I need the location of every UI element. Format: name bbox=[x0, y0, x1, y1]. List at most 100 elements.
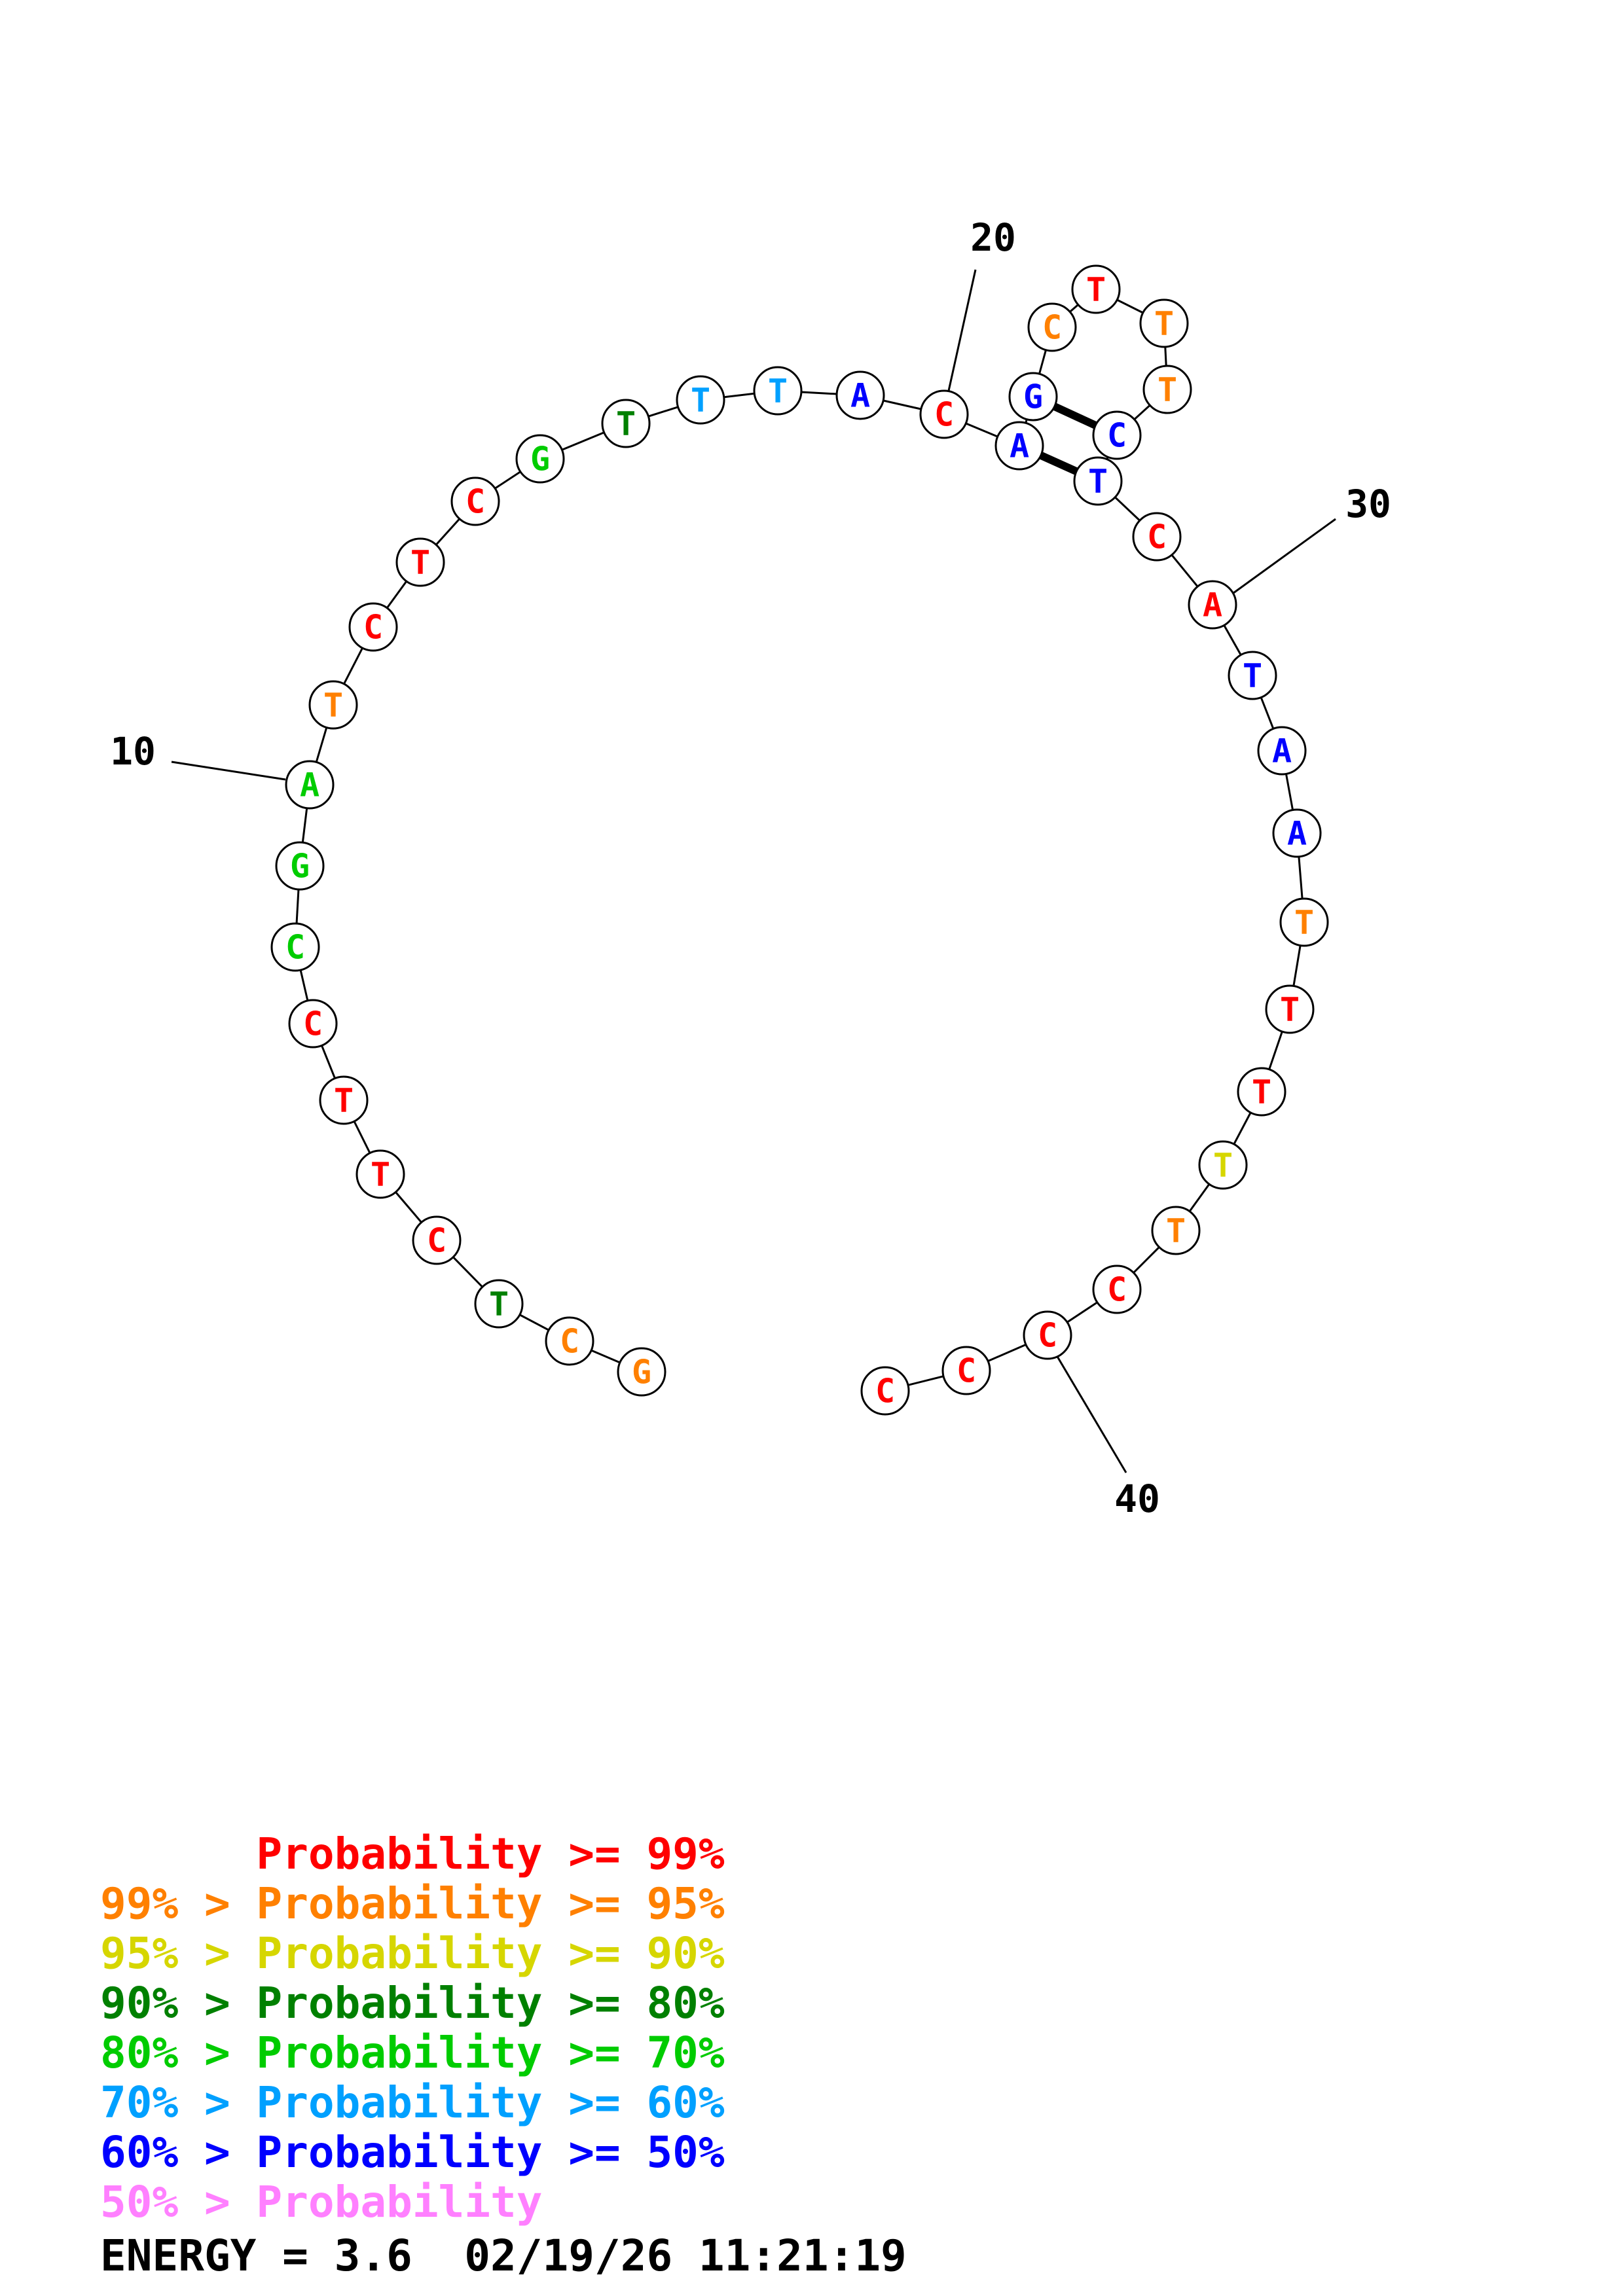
nucleotide-circle bbox=[1023, 1310, 1072, 1360]
position-leader-line bbox=[171, 761, 286, 781]
nucleotide-circle bbox=[1092, 410, 1142, 460]
nucleotide-circle bbox=[356, 1149, 405, 1199]
nucleotide-base: C bbox=[1107, 1271, 1127, 1309]
nucleotide-8: C bbox=[270, 922, 320, 972]
nucleotide-base: T bbox=[410, 544, 430, 582]
nucleotide-base: A bbox=[850, 377, 870, 415]
nucleotide-16: T bbox=[601, 399, 651, 448]
nucleotide-circle bbox=[545, 1316, 594, 1366]
nucleotide-34: T bbox=[1279, 897, 1329, 947]
nucleotide-circle bbox=[1272, 808, 1322, 858]
nucleotide-base: G bbox=[1023, 378, 1043, 416]
nucleotide-circle bbox=[919, 389, 969, 439]
nucleotide-base: C bbox=[303, 1005, 323, 1043]
position-leader-line bbox=[947, 269, 977, 391]
nucleotide-base: C bbox=[285, 929, 305, 967]
nucleotide-17: T bbox=[676, 375, 725, 425]
nucleotide-29: C bbox=[1132, 512, 1182, 562]
nucleotide-base: T bbox=[323, 687, 343, 725]
nucleotide-base: T bbox=[1252, 1073, 1271, 1111]
nucleotide-base: T bbox=[334, 1082, 354, 1120]
nucleotide-base: A bbox=[1272, 732, 1292, 770]
nucleotide-30: A bbox=[1188, 580, 1237, 630]
nucleotide-37: T bbox=[1198, 1140, 1248, 1190]
nucleotide-base: T bbox=[616, 405, 636, 443]
nucleotide-7: C bbox=[288, 999, 338, 1049]
nucleotide-circle bbox=[676, 375, 725, 425]
nucleotide-circle bbox=[1092, 1265, 1142, 1314]
nucleotide-base: T bbox=[371, 1156, 390, 1194]
nucleotide-41: C bbox=[941, 1346, 991, 1395]
nucleotide-base: T bbox=[1294, 904, 1314, 942]
nucleotide-25: T bbox=[1139, 298, 1189, 348]
nucleotide-circle bbox=[1008, 372, 1058, 422]
nucleotide-6: T bbox=[319, 1075, 369, 1125]
nucleotide-circle bbox=[941, 1346, 991, 1395]
nucleotide-base: C bbox=[957, 1352, 976, 1390]
nucleotide-31: T bbox=[1228, 651, 1277, 700]
nucleotide-4: C bbox=[412, 1215, 462, 1265]
nucleotide-42: C bbox=[860, 1366, 910, 1416]
nucleotide-circle bbox=[1257, 726, 1307, 776]
nucleotide-2: C bbox=[545, 1316, 594, 1366]
nucleotide-base: T bbox=[1280, 991, 1300, 1029]
nucleotide-circle bbox=[275, 841, 325, 891]
nucleotide-base: T bbox=[1086, 271, 1106, 309]
nucleotide-circle bbox=[450, 476, 500, 526]
nucleotide-circle bbox=[1139, 298, 1189, 348]
nucleotide-base: T bbox=[1158, 371, 1177, 409]
nucleotide-18: T bbox=[753, 366, 803, 416]
nucleotide-36: T bbox=[1237, 1067, 1286, 1117]
legend-row-lt50: 50% > Probability bbox=[100, 2177, 543, 2227]
nucleotide-base: C bbox=[560, 1323, 579, 1361]
position-label: 40 bbox=[1114, 1477, 1160, 1521]
nucleotide-circle bbox=[395, 537, 445, 587]
nucleotide-13: T bbox=[395, 537, 445, 587]
legend-row-p95: 99% > Probability >= 95% bbox=[100, 1878, 725, 1929]
nucleotide-circle bbox=[319, 1075, 369, 1125]
nucleotide-circle bbox=[1188, 580, 1237, 630]
nucleotide-circle bbox=[474, 1279, 524, 1329]
nucleotide-39: C bbox=[1092, 1265, 1142, 1314]
nucleotide-26: T bbox=[1142, 365, 1192, 414]
nucleotide-14: C bbox=[450, 476, 500, 526]
nucleotide-circle bbox=[1228, 651, 1277, 700]
position-leader-line bbox=[1055, 1355, 1127, 1473]
nucleotide-circle bbox=[1073, 456, 1123, 506]
position-label: 30 bbox=[1345, 482, 1391, 526]
nucleotide-22: G bbox=[1008, 372, 1058, 422]
nucleotide-base: C bbox=[465, 483, 485, 521]
nucleotide-12: C bbox=[348, 602, 398, 652]
nucleotide-10: A bbox=[285, 760, 335, 810]
nucleotide-base: G bbox=[530, 440, 550, 478]
legend-row-p70: 80% > Probability >= 70% bbox=[100, 2028, 725, 2078]
nucleotide-circle bbox=[617, 1347, 666, 1397]
nucleotide-circle bbox=[1142, 365, 1192, 414]
nucleotide-32: A bbox=[1257, 726, 1307, 776]
nucleotide-1: G bbox=[617, 1347, 666, 1397]
nucleotide-circle bbox=[1265, 984, 1315, 1034]
nucleotide-circle bbox=[1132, 512, 1182, 562]
energy-readout: ENERGY = 3.6 02/19/26 11:21:19 bbox=[100, 2231, 907, 2281]
nucleotide-circle bbox=[1151, 1206, 1201, 1255]
nucleotide-base: G bbox=[290, 848, 310, 886]
nucleotide-base: C bbox=[1038, 1317, 1057, 1355]
nucleotide-base: T bbox=[1213, 1147, 1233, 1185]
legend-row-p50: 60% > Probability >= 50% bbox=[100, 2127, 725, 2178]
nucleotide-base: C bbox=[1147, 518, 1167, 556]
nucleotide-base: T bbox=[1166, 1212, 1186, 1250]
nucleotide-15: G bbox=[515, 434, 565, 484]
nucleotide-circle bbox=[753, 366, 803, 416]
nucleotide-28: T bbox=[1073, 456, 1123, 506]
legend-row-p99: Probability >= 99% bbox=[100, 1829, 725, 1879]
nucleotide-24: T bbox=[1071, 264, 1121, 314]
nucleotide-base: T bbox=[768, 372, 788, 410]
nucleotide-circle bbox=[1027, 302, 1077, 352]
position-leader-line bbox=[1233, 518, 1336, 594]
nucleotide-circle bbox=[285, 760, 335, 810]
nucleotide-base: T bbox=[1243, 657, 1262, 695]
nucleotide-circle bbox=[515, 434, 565, 484]
nucleotide-circle bbox=[1279, 897, 1329, 947]
